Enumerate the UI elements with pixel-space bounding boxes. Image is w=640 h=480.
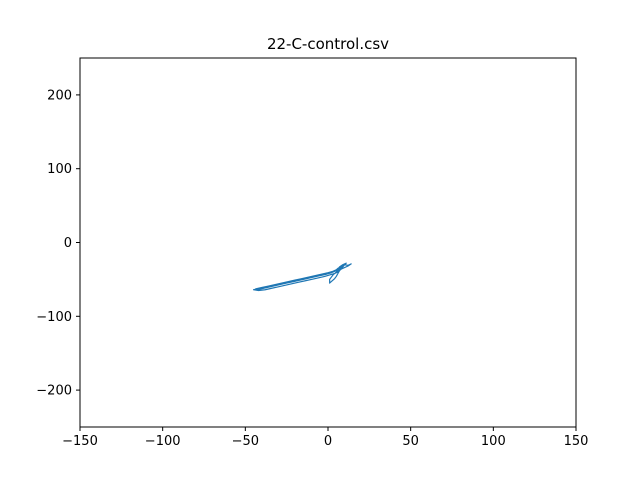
- plot-layer: [253, 262, 352, 292]
- series-line-0: [253, 262, 352, 292]
- y-tick-label: 200: [47, 88, 72, 103]
- x-tick-label: 100: [481, 434, 506, 449]
- x-axis-ticks: −150 −100 −50 0 50 100 150: [62, 427, 588, 449]
- x-tick-label: −50: [232, 434, 259, 449]
- x-tick-label: −100: [145, 434, 181, 449]
- chart-title: 22-C-control.csv: [267, 35, 389, 53]
- plot-frame: [79, 57, 577, 428]
- x-tick-label: −150: [62, 434, 98, 449]
- x-tick-label: 0: [324, 434, 332, 449]
- x-tick-label: 50: [402, 434, 419, 449]
- y-tick-label: 100: [47, 162, 72, 177]
- y-tick-label: −200: [36, 384, 72, 399]
- x-tick-label: 150: [564, 434, 589, 449]
- y-tick-label: −100: [36, 310, 72, 325]
- y-axis-ticks: −200 −100 0 100 200: [36, 88, 80, 399]
- y-tick-label: 0: [64, 236, 72, 251]
